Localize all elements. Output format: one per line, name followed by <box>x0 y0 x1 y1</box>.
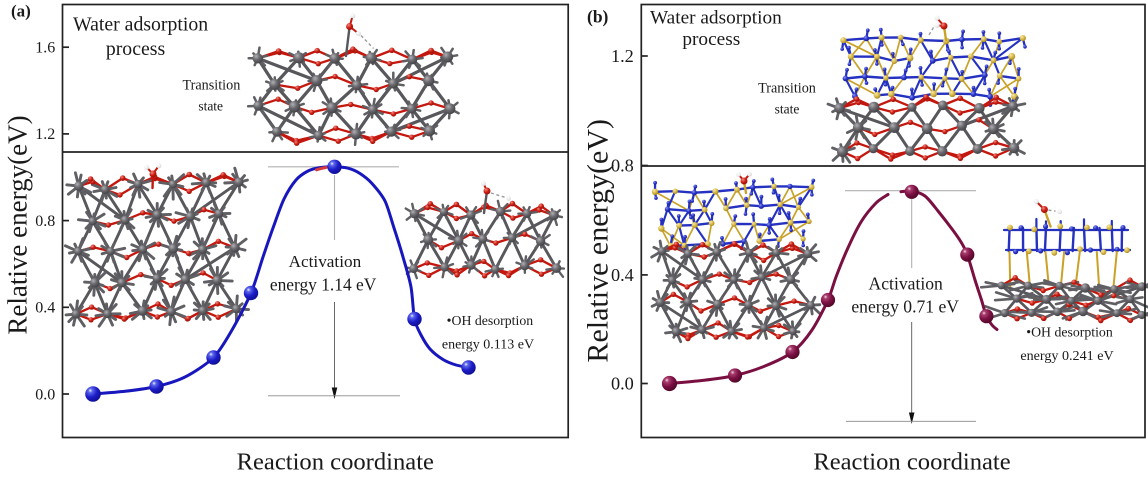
svg-text:process: process <box>682 29 740 50</box>
svg-text:energy 1.14 eV: energy 1.14 eV <box>270 274 377 294</box>
svg-text:Water adsorption: Water adsorption <box>650 8 782 29</box>
svg-text:Water adsorption: Water adsorption <box>73 13 208 35</box>
svg-text:Activation: Activation <box>869 273 943 293</box>
svg-text:state: state <box>775 102 800 117</box>
svg-text:0.0: 0.0 <box>35 386 55 403</box>
svg-text:0.4: 0.4 <box>611 265 634 285</box>
svg-text:Reaction coordinate: Reaction coordinate <box>813 449 1010 476</box>
svg-text:1.2: 1.2 <box>35 126 55 143</box>
svg-text:state: state <box>198 99 223 114</box>
svg-text:Reaction coordinate: Reaction coordinate <box>237 449 434 476</box>
svg-text:energy 0.241 eV: energy 0.241 eV <box>1020 348 1114 364</box>
svg-text:0.0: 0.0 <box>611 373 634 393</box>
svg-text:Relative energy(eV): Relative energy(eV) <box>3 115 33 334</box>
svg-text:1.6: 1.6 <box>35 40 55 57</box>
svg-text:Transition: Transition <box>182 77 240 93</box>
svg-text:0.4: 0.4 <box>35 300 55 317</box>
svg-text:process: process <box>106 38 165 60</box>
svg-text:Relative energy(eV): Relative energy(eV) <box>582 119 615 363</box>
svg-text:•OH desorption: •OH desorption <box>447 313 534 328</box>
svg-text:(a): (a) <box>11 2 31 21</box>
svg-text:energy 0.71 eV: energy 0.71 eV <box>851 296 959 316</box>
svg-text:0.8: 0.8 <box>611 155 634 175</box>
svg-text:Transition: Transition <box>758 81 816 97</box>
svg-text:(b): (b) <box>587 7 609 27</box>
svg-text:energy 0.113 eV: energy 0.113 eV <box>442 338 534 353</box>
svg-text:•OH desorption: •OH desorption <box>1026 325 1113 340</box>
svg-text:Activation: Activation <box>289 252 362 271</box>
svg-text:1.2: 1.2 <box>611 46 634 66</box>
svg-text:0.8: 0.8 <box>35 213 55 230</box>
